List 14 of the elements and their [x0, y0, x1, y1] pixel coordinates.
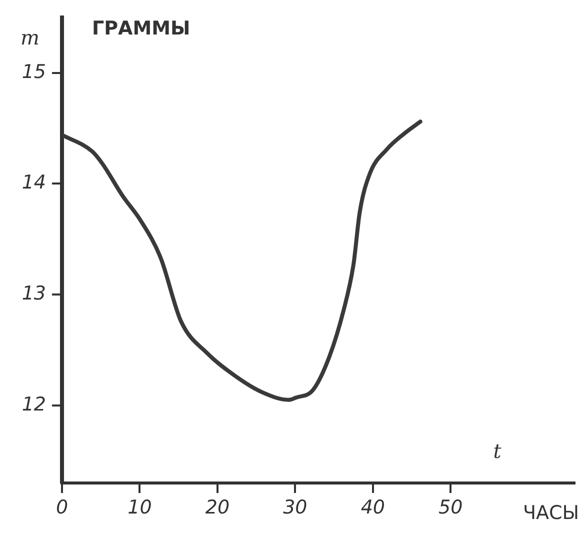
x-axis-title: t	[493, 439, 502, 464]
y-tick-label: 12	[22, 393, 46, 416]
y-tick-label: 15	[22, 60, 46, 83]
text: ЧАСЫ	[522, 502, 579, 524]
y-axis-title: m	[20, 26, 40, 50]
y-tick-label: 14	[22, 172, 46, 194]
x-tick-label: 30	[283, 496, 308, 518]
annotation: ГРАММЫ	[92, 17, 190, 40]
x-tick-label: 0	[56, 496, 68, 518]
x-tick-label: 50	[438, 496, 463, 518]
y-tick-label: 13	[22, 282, 46, 304]
x-tick-label: 40	[360, 496, 386, 518]
x-tick-label: 20	[205, 496, 230, 518]
x-tick-label: 10	[128, 496, 152, 518]
